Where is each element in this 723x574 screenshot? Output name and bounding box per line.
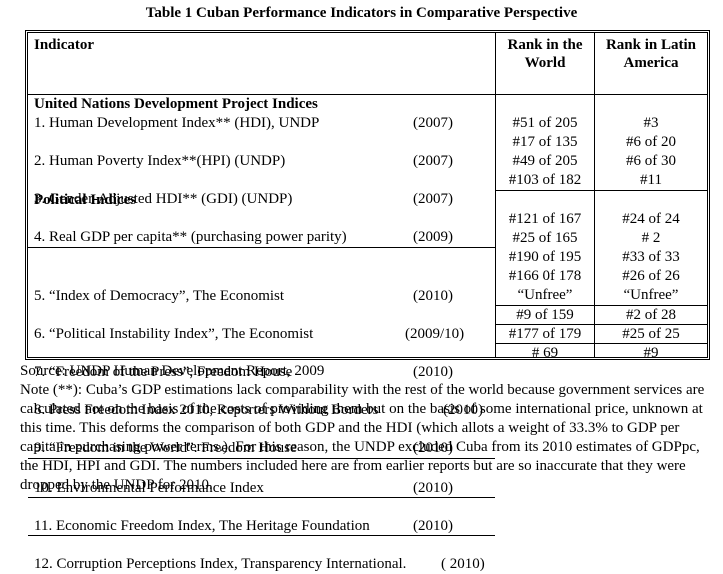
world-rank-column: Rank in the World #51 of 205 #17 of 135 … — [496, 33, 595, 361]
latin-rank-cell: #25 of 25 — [595, 325, 707, 344]
world-rank-cell: #103 of 182 — [496, 171, 594, 191]
row-year: (2010) — [413, 480, 453, 496]
row-label: 4. Real GDP per capita** (purchasing pow… — [34, 229, 347, 245]
indicator-column: Indicator United Nations Development Pro… — [28, 33, 496, 572]
row-label: 8. Press Freedom Index 2010, Reporters W… — [34, 402, 379, 418]
table-row: 12. Corruption Perceptions Index, Transp… — [28, 555, 495, 574]
world-rank-cell: #166 0f 178 — [508, 268, 582, 284]
table-row: 5. “Index of Democracy”, The Economist (2… — [28, 287, 495, 306]
indicator-header: Indicator — [28, 33, 495, 95]
row-year: (2010) — [413, 440, 453, 456]
world-rank-cell: # 69 — [531, 345, 559, 361]
row-year: (2010) — [413, 364, 453, 380]
latin-rank-header: Rank in Latin America — [595, 33, 707, 95]
row-label: 10. Environmental Performance Index — [34, 480, 264, 496]
row-label: 6. “Political Instability Index”, The Ec… — [34, 326, 314, 342]
table-row: 6. “Political Instability Index”, The Ec… — [28, 325, 495, 344]
world-rank-cell: #190 of 195 — [508, 249, 582, 265]
latin-rank-cell: #3 — [643, 115, 659, 131]
latin-rank-cell: #9 — [643, 345, 659, 361]
world-rank-cell: #49 of 205 — [512, 153, 578, 169]
table-row: 4. Real GDP per capita** (purchasing pow… — [28, 228, 495, 248]
table-row: 8. Press Freedom Index 2010, Reporters W… — [28, 401, 495, 420]
row-year: ( 2010) — [441, 556, 485, 572]
table-row: 7. “Freedom of the Press”, Freedom House… — [28, 363, 495, 382]
latin-rank-cell: “Unfree” — [595, 286, 707, 306]
row-label: 9. “Freedom in the World”. Freedom House — [34, 440, 297, 456]
world-rank-cell: “Unfree” — [496, 286, 594, 306]
source-line: Source: UNDP Human Development Report, 2… — [20, 363, 325, 379]
latin-rank-cell: #6 of 20 — [626, 134, 676, 150]
latin-rank-cell: #33 of 33 — [622, 249, 680, 265]
world-rank-cell: #9 of 159 — [496, 306, 594, 325]
row-year: (2007) — [413, 191, 453, 207]
world-rank-cell: #51 of 205 — [512, 115, 578, 131]
world-rank-cell: #177 of 179 — [496, 325, 594, 344]
row-year: (2010) — [443, 402, 483, 418]
table-row: 2. Human Poverty Index**(HPI) (UNDP) (200… — [28, 152, 495, 171]
table-row: 1. Human Development Index** (HDI), UNDP… — [28, 114, 495, 133]
latin-rank-cell: #11 — [595, 171, 707, 191]
section-heading: United Nations Development Project Indic… — [34, 96, 318, 112]
latin-rank-cell: #26 of 26 — [622, 268, 680, 284]
indicators-table: Indicator United Nations Development Pro… — [25, 30, 710, 572]
row-label: 1. Human Development Index** (HDI), UNDP — [34, 115, 320, 131]
row-year: (2010) — [413, 288, 453, 304]
table-row: 11. Economic Freedom Index, The Heritage… — [28, 517, 495, 536]
section-heading: Political Indices — [34, 192, 137, 208]
latin-rank-column: Rank in Latin America #3 #6 of 20 #6 of … — [595, 33, 707, 361]
latin-rank-cell: #2 of 28 — [595, 306, 707, 325]
world-rank-header: Rank in the World — [496, 33, 594, 95]
row-year: (2009) — [413, 229, 453, 245]
row-year: (2007) — [413, 115, 453, 131]
table-row: 3. Gender-Adjusted HDI** (GDI) (UNDP) (20… — [28, 190, 495, 209]
table-row: 10. Environmental Performance Index (2010… — [28, 479, 495, 498]
row-label: 7. “Freedom of the Press”, Freedom House — [34, 364, 293, 380]
row-label: 2. Human Poverty Index**(HPI) (UNDP) — [34, 153, 286, 169]
world-rank-cell: #25 of 165 — [512, 230, 578, 246]
row-year: (2007) — [413, 153, 453, 169]
row-label: 5. “Index of Democracy”, The Economist — [34, 288, 285, 304]
latin-rank-cell: # 2 — [641, 230, 661, 246]
footnote: Note (**): Cuba’s GDP estimations lack c… — [20, 381, 710, 495]
table-title: Table 1 Cuban Performance Indicators in … — [145, 5, 578, 21]
row-label: 12. Corruption Perceptions Index, Transp… — [34, 556, 407, 572]
world-rank-cell: #121 of 167 — [508, 211, 582, 227]
world-rank-cell: #17 of 135 — [512, 134, 578, 150]
row-year: (2009/10) — [405, 326, 465, 342]
row-label: 11. Economic Freedom Index, The Heritage… — [34, 518, 370, 534]
latin-rank-cell: #24 of 24 — [622, 211, 680, 227]
latin-rank-cell: #6 of 30 — [626, 153, 676, 169]
row-year: (2010) — [413, 518, 453, 534]
row-label: 3. Gender-Adjusted HDI** (GDI) (UNDP) — [34, 191, 293, 207]
footnote-text: Note (**): Cuba’s GDP estimations lack c… — [20, 382, 705, 493]
table-row: 9. “Freedom in the World”. Freedom House… — [28, 439, 495, 459]
